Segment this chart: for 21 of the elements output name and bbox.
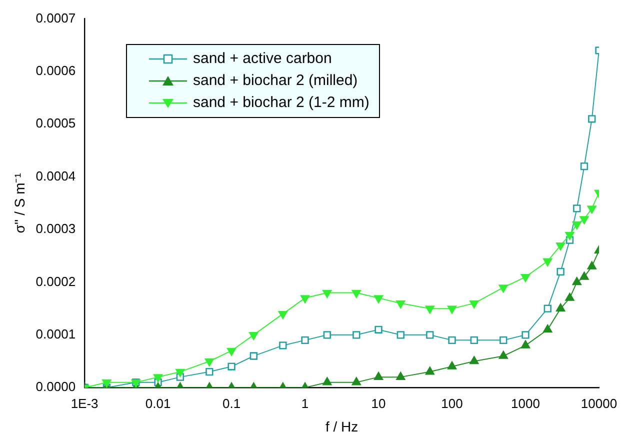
y-tick-label: 0.0002 <box>36 274 76 289</box>
y-tick-label: 0.0006 <box>36 63 76 78</box>
legend-label: sand + biochar 2 (1-2 mm) <box>193 93 370 113</box>
y-tick-label: 0.0005 <box>36 116 76 131</box>
y-axis-title: σ'' / S m⁻¹ <box>11 172 28 234</box>
y-tick-label: 0.0001 <box>36 326 76 342</box>
x-tick-label: 0.01 <box>145 396 171 411</box>
x-tick-label: 1E-3 <box>70 396 98 411</box>
x-tick-label: 10 <box>371 396 386 411</box>
x-tick-label: 1000 <box>511 396 540 411</box>
y-tick-label: 0.0000 <box>36 379 76 394</box>
legend-label: sand + active carbon <box>193 49 332 69</box>
y-tick-label: 0.0003 <box>36 221 76 236</box>
x-tick-label: 0.1 <box>222 396 241 411</box>
x-tick-label: 1 <box>301 396 309 411</box>
x-tick-label: 10000 <box>580 396 618 411</box>
y-tick-label: 0.0007 <box>36 10 76 26</box>
legend-label: sand + biochar 2 (milled) <box>193 71 358 91</box>
x-tick-label: 100 <box>441 396 463 411</box>
x-axis-title: f / Hz <box>325 418 358 434</box>
y-tick-label: 0.0004 <box>36 168 76 184</box>
